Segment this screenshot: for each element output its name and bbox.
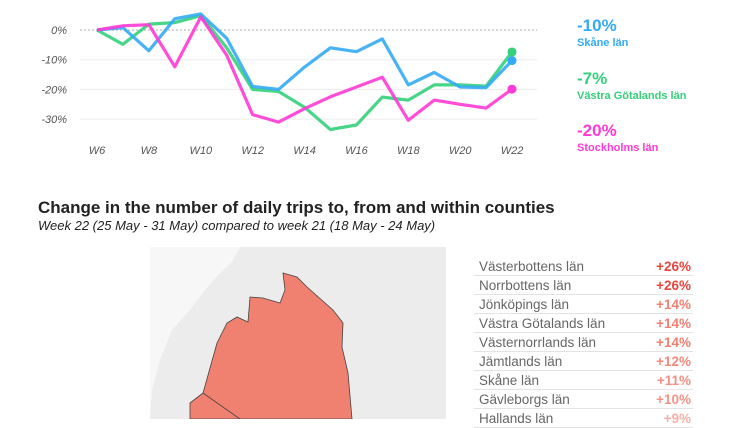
- y-tick-label: 0%: [51, 25, 67, 37]
- y-tick-label: -30%: [41, 114, 67, 126]
- county-name: Gävleborgs län: [479, 392, 570, 407]
- county-change: +26%: [656, 259, 691, 274]
- county-name: Skåne län: [479, 373, 540, 388]
- series-line: [96, 15, 513, 124]
- y-tick-label: -10%: [41, 55, 67, 67]
- series-end-point: [507, 56, 517, 66]
- county-change: +10%: [656, 392, 691, 407]
- table-row: Gävleborgs län +10%: [474, 390, 693, 409]
- x-tick-label: W8: [141, 145, 158, 157]
- legend-name: Skåne län: [577, 37, 629, 49]
- county-name: Norrbottens län: [479, 278, 572, 293]
- county-name: Jämtlands län: [479, 354, 563, 369]
- table-row: Norrbottens län +26%: [474, 276, 693, 295]
- y-tick-label: -20%: [41, 84, 67, 96]
- norway-coast: [150, 247, 240, 419]
- county-change: +26%: [656, 278, 691, 293]
- table-row: Västra Götalands län +14%: [474, 314, 693, 333]
- county-change: +9%: [663, 411, 691, 426]
- x-tick-label: W6: [89, 145, 106, 157]
- legend-value: -10%: [577, 16, 617, 35]
- legend-vastra-gotaland: -7% Västra Götalands län: [577, 69, 686, 102]
- map: [150, 247, 446, 419]
- county-name: Hallands län: [479, 411, 554, 426]
- legend-stockholm: -20% Stockholms län: [577, 121, 658, 154]
- line-chart: 0% -10% -20% -30% W6 W8 W10 W12 W14 W16 W18 W20 W22: [41, 12, 537, 419]
- series-end-point: [507, 47, 517, 57]
- series-line: [96, 12, 514, 91]
- section-title: Change in the number of daily trips to, …: [38, 198, 555, 217]
- section-subtitle: Week 22 (25 May - 31 May) compared to we…: [38, 218, 436, 233]
- legend-value: -7%: [577, 69, 608, 88]
- table-row: Skåne län +11%: [474, 371, 693, 390]
- table-row: Jämtlands län +12%: [474, 352, 693, 371]
- county-change: +14%: [656, 335, 691, 350]
- series-end-point: [507, 84, 517, 94]
- table-row: Västernorrlands län +14%: [474, 333, 693, 352]
- table-row: Jönköpings län +14%: [474, 295, 693, 314]
- x-tick-label: W20: [449, 145, 473, 157]
- county-change: +12%: [656, 354, 691, 369]
- county-change: +14%: [656, 316, 691, 331]
- x-tick-label: W18: [397, 145, 421, 157]
- series-line: [96, 14, 514, 132]
- county-change: +11%: [656, 373, 691, 388]
- x-tick-label: W16: [345, 145, 369, 157]
- county-change: +14%: [656, 297, 691, 312]
- county-name: Jönköpings län: [479, 297, 570, 312]
- x-tick-label: W22: [501, 145, 524, 157]
- county-name: Västra Götalands län: [479, 316, 606, 331]
- x-tick-label: W12: [241, 145, 264, 157]
- county-table: Västerbottens län +26% Norrbottens län +26%…: [474, 257, 693, 428]
- county-name: Västerbottens län: [479, 259, 585, 274]
- county-name: Västernorrlands län: [479, 335, 597, 350]
- x-tick-label: W14: [293, 145, 316, 157]
- legend-value: -20%: [577, 121, 617, 140]
- table-row: Västerbottens län +26%: [474, 257, 693, 276]
- x-tick-label: W10: [189, 145, 213, 157]
- legend-name: Västra Götalands län: [577, 90, 687, 102]
- county-vasterbotten: [189, 392, 241, 419]
- legend-name: Stockholms län: [577, 142, 659, 154]
- legend-skane: -10% Skåne län: [577, 16, 628, 49]
